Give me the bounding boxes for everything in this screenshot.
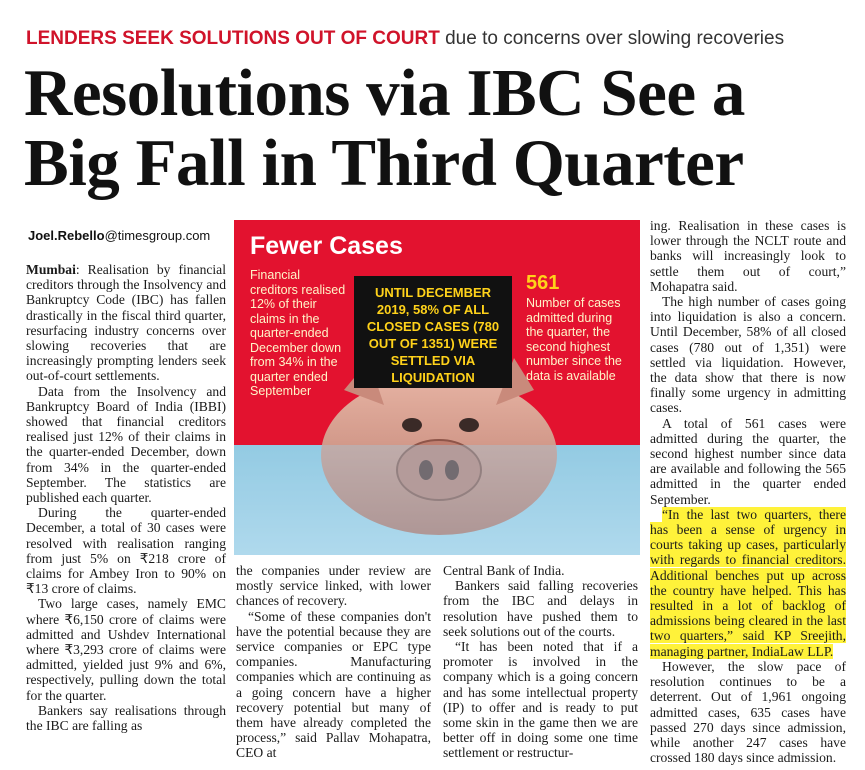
paragraph: A total of 561 cases were admitted durin… [650,415,846,507]
kicker: LENDERS SEEK SOLUTIONS OUT OF COURT due … [26,28,784,50]
kicker-grey: due to concerns over slowing recoveries [445,28,785,49]
fewer-cases-graphic: Fewer Cases Financial creditors realised… [234,220,640,555]
paragraph: Bankers say realisations through the IBC… [26,702,226,734]
byline-domain: @timesgroup.com [104,228,211,243]
graphic-title: Fewer Cases [250,232,403,260]
paragraph: During the quarter-ended December, a tot… [26,505,226,597]
graphic-number: 561 [526,272,560,294]
article-column-2: the companies under review are mostly se… [236,563,431,761]
paragraph: the companies under review are mostly se… [236,563,431,609]
dateline: Mumbai [26,262,76,277]
article-column-1: Mumbai: Realisation by financial credito… [26,262,226,733]
paragraph: Mumbai: Realisation by financial credito… [26,262,226,384]
headline: Resolutions via IBC See a Big Fall in Th… [24,56,745,200]
byline-name: Joel.Rebello [28,228,105,243]
graphic-left-note: Financial creditors realised 12% of thei… [250,268,346,398]
piggy-bank-icon [234,358,640,555]
paragraph: Two large cases, namely EMC where ₹6,150… [26,596,226,703]
paragraph: However, the slow pace of resolution con… [650,658,846,766]
paragraph: The high number of cases going into liqu… [650,294,846,416]
paragraph-text: : Realisation by financial creditors thr… [26,262,226,384]
paragraph: “It has been noted that if a promoter is… [443,639,638,761]
paragraph: Bankers said falling recoveries from the… [443,578,638,639]
byline: Joel.Rebello@timesgroup.com [28,228,210,243]
paragraph: “Some of these companies don't have the … [236,608,431,761]
article-column-4: ing. Realisation in these cases is lower… [650,218,846,765]
paragraph: ing. Realisation in these cases is lower… [650,218,846,294]
article-column-3: Central Bank of India. Bankers said fall… [443,563,638,761]
graphic-right-note: Number of cases admitted during the quar… [526,296,622,383]
paragraph: Central Bank of India. [443,563,565,578]
graphic-center-callout: UNTIL DECEMBER 2019, 58% OF ALL CLOSED C… [354,276,512,388]
highlighted-quote: “In the last two quarters, there has bee… [650,506,846,659]
paragraph: Data from the Insolvency and Bankruptcy … [26,383,226,506]
kicker-red: LENDERS SEEK SOLUTIONS OUT OF COURT [26,28,440,49]
quote-highlight: “In the last two quarters, there has bee… [650,506,846,659]
